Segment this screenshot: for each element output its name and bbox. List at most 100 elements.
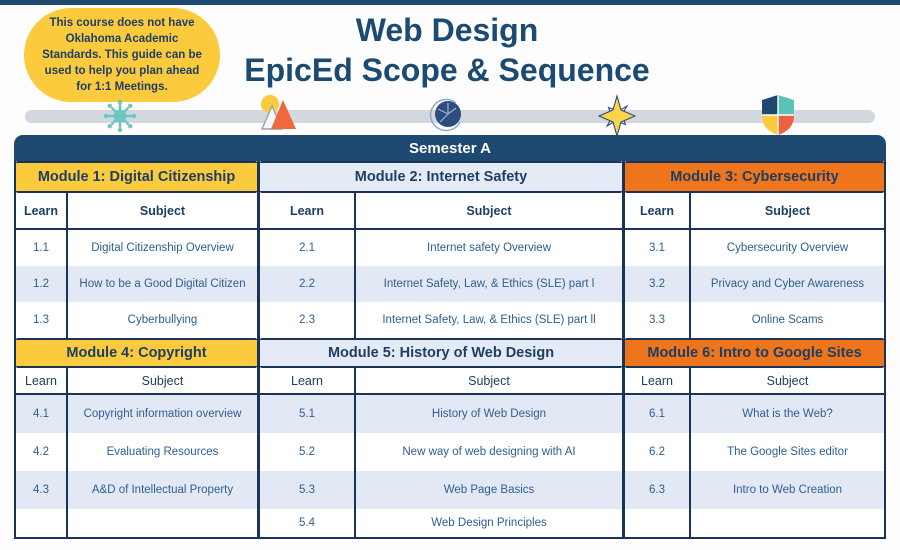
learn-number: 5.1: [260, 395, 356, 433]
table-row: 1.3 Cyberbullying: [16, 302, 257, 338]
table-row: 4.2 Evaluating Resources: [16, 433, 257, 471]
learn-number: [625, 509, 691, 537]
table-row: 3.1 Cybersecurity Overview: [625, 230, 884, 266]
table-row: 6.3 Intro to Web Creation: [625, 471, 884, 509]
subject-name: Cybersecurity Overview: [726, 242, 849, 254]
mountain-sun-icon: [255, 92, 299, 137]
subject-name: Intro to Web Creation: [732, 484, 843, 496]
subject-name: A&D of Intellectual Property: [91, 484, 234, 496]
semester-header: Semester A: [14, 135, 886, 161]
table-row: 2.3 Internet Safety, Law, & Ethics (SLE)…: [260, 302, 622, 338]
learn-number: 2.2: [260, 266, 356, 302]
table-row: 3.3 Online Scams: [625, 302, 884, 338]
table-row: 5.2 New way of web designing with AI: [260, 433, 622, 471]
scope-sequence-table: Semester A Module 1: Digital Citizenship…: [14, 135, 886, 539]
module-6-header: Module 6: Intro to Google Sites: [625, 338, 884, 368]
subject-name: Privacy and Cyber Awareness: [710, 278, 865, 290]
learn-number: 6.1: [625, 395, 691, 433]
module-2-section: Module 2: Internet Safety Learn Subject …: [257, 161, 622, 338]
learn-number: 3.1: [625, 230, 691, 266]
top-accent-bar: [0, 0, 900, 5]
module-1-section: Module 1: Digital Citizenship Learn Subj…: [16, 161, 257, 338]
table-row: 2.2 Internet Safety, Law, & Ethics (SLE)…: [260, 266, 622, 302]
module-1-header: Module 1: Digital Citizenship: [16, 161, 257, 193]
subject-name: Cyberbullying: [127, 314, 198, 326]
table-row: 1.1 Digital Citizenship Overview: [16, 230, 257, 266]
subject-name: How to be a Good Digital Citizen: [79, 278, 246, 290]
page-title-line2: EpicEd Scope & Sequence: [244, 52, 650, 89]
subject-name: Evaluating Resources: [106, 446, 219, 458]
table-row-empty: [16, 509, 257, 537]
subject-column-header: Subject: [141, 373, 184, 388]
subject-name: Internet Safety, Law, & Ethics (SLE) par…: [382, 314, 596, 326]
learn-number: 6.2: [625, 433, 691, 471]
subject-name: Web Page Basics: [443, 484, 535, 496]
module-3-header: Module 3: Cybersecurity: [625, 161, 884, 193]
table-row: 4.1 Copyright information overview: [16, 395, 257, 433]
table-row: 5.4 Web Design Principles: [260, 509, 622, 537]
subject-name: Internet Safety, Law, & Ethics (SLE) par…: [383, 278, 595, 290]
table-row-empty: [625, 509, 884, 537]
subject-column-header: Subject: [468, 373, 510, 388]
learn-column-header: Learn: [260, 368, 356, 393]
table-row: 3.2 Privacy and Cyber Awareness: [625, 266, 884, 302]
subject-name: [691, 509, 884, 537]
table-row: 5.1 History of Web Design: [260, 395, 622, 433]
learn-number: 4.3: [16, 471, 68, 509]
subject-name: Digital Citizenship Overview: [91, 242, 234, 254]
module-band-1: Module 1: Digital Citizenship Learn Subj…: [16, 161, 884, 338]
learn-column-header: Learn: [16, 193, 68, 228]
learn-number: [16, 509, 68, 537]
learn-number: 3.3: [625, 302, 691, 338]
subject-name: The Google Sites editor: [727, 446, 848, 458]
page-title: Web Design EpicEd Scope & Sequence: [0, 10, 894, 91]
learn-column-header: Learn: [625, 368, 691, 393]
learn-number: 4.2: [16, 433, 68, 471]
subject-column-header: Subject: [466, 203, 512, 218]
shield-quadrants-icon: [758, 93, 798, 142]
subject-column-header: Subject: [764, 203, 811, 218]
learn-number: 5.4: [260, 509, 356, 537]
standards-note-text: This course does not have Oklahoma Acade…: [42, 16, 202, 94]
page-title-line1: Web Design: [355, 12, 539, 48]
subject-column-header: Subject: [766, 373, 809, 388]
module-3-section: Module 3: Cybersecurity Learn Subject 3.…: [622, 161, 884, 338]
learn-number: 5.2: [260, 433, 356, 471]
module-5-header: Module 5: History of Web Design: [260, 338, 622, 368]
module-4-section: Module 4: Copyright Learn Subject 4.1 Co…: [16, 338, 257, 537]
learn-number: 1.3: [16, 302, 68, 338]
learn-column-header: Learn: [16, 368, 68, 393]
subject-name: What is the Web?: [742, 408, 833, 420]
learn-number: 5.3: [260, 471, 356, 509]
subject-name: [68, 509, 257, 537]
table-row: 6.1 What is the Web?: [625, 395, 884, 433]
learn-number: 2.3: [260, 302, 356, 338]
module-2-header: Module 2: Internet Safety: [260, 161, 622, 193]
table-row: 2.1 Internet safety Overview: [260, 230, 622, 266]
virus-asterisk-icon: [100, 96, 140, 141]
learn-number: 2.1: [260, 230, 356, 266]
module-5-section: Module 5: History of Web Design Learn Su…: [257, 338, 622, 537]
table-row: 5.3 Web Page Basics: [260, 471, 622, 509]
learn-number: 1.2: [16, 266, 68, 302]
module-6-section: Module 6: Intro to Google Sites Learn Su…: [622, 338, 884, 537]
module-band-2: Module 4: Copyright Learn Subject 4.1 Co…: [16, 338, 884, 537]
subject-name: History of Web Design: [431, 408, 547, 420]
subject-name: Copyright information overview: [83, 408, 242, 420]
learn-number: 6.3: [625, 471, 691, 509]
globe-clock-icon: [425, 95, 469, 144]
learn-number: 1.1: [16, 230, 68, 266]
subject-name: Internet safety Overview: [427, 242, 551, 254]
table-row: 6.2 The Google Sites editor: [625, 433, 884, 471]
subject-name: Web Design Principles: [431, 517, 547, 529]
learn-number: 4.1: [16, 395, 68, 433]
standards-note-badge: This course does not have Oklahoma Acade…: [24, 8, 220, 102]
learn-number: 3.2: [625, 266, 691, 302]
subject-name: New way of web designing with AI: [402, 446, 576, 458]
learn-column-header: Learn: [260, 193, 356, 228]
subject-name: Online Scams: [751, 314, 824, 326]
table-row: 4.3 A&D of Intellectual Property: [16, 471, 257, 509]
subject-column-header: Subject: [139, 203, 186, 218]
learn-column-header: Learn: [625, 193, 691, 228]
module-4-header: Module 4: Copyright: [16, 338, 257, 368]
